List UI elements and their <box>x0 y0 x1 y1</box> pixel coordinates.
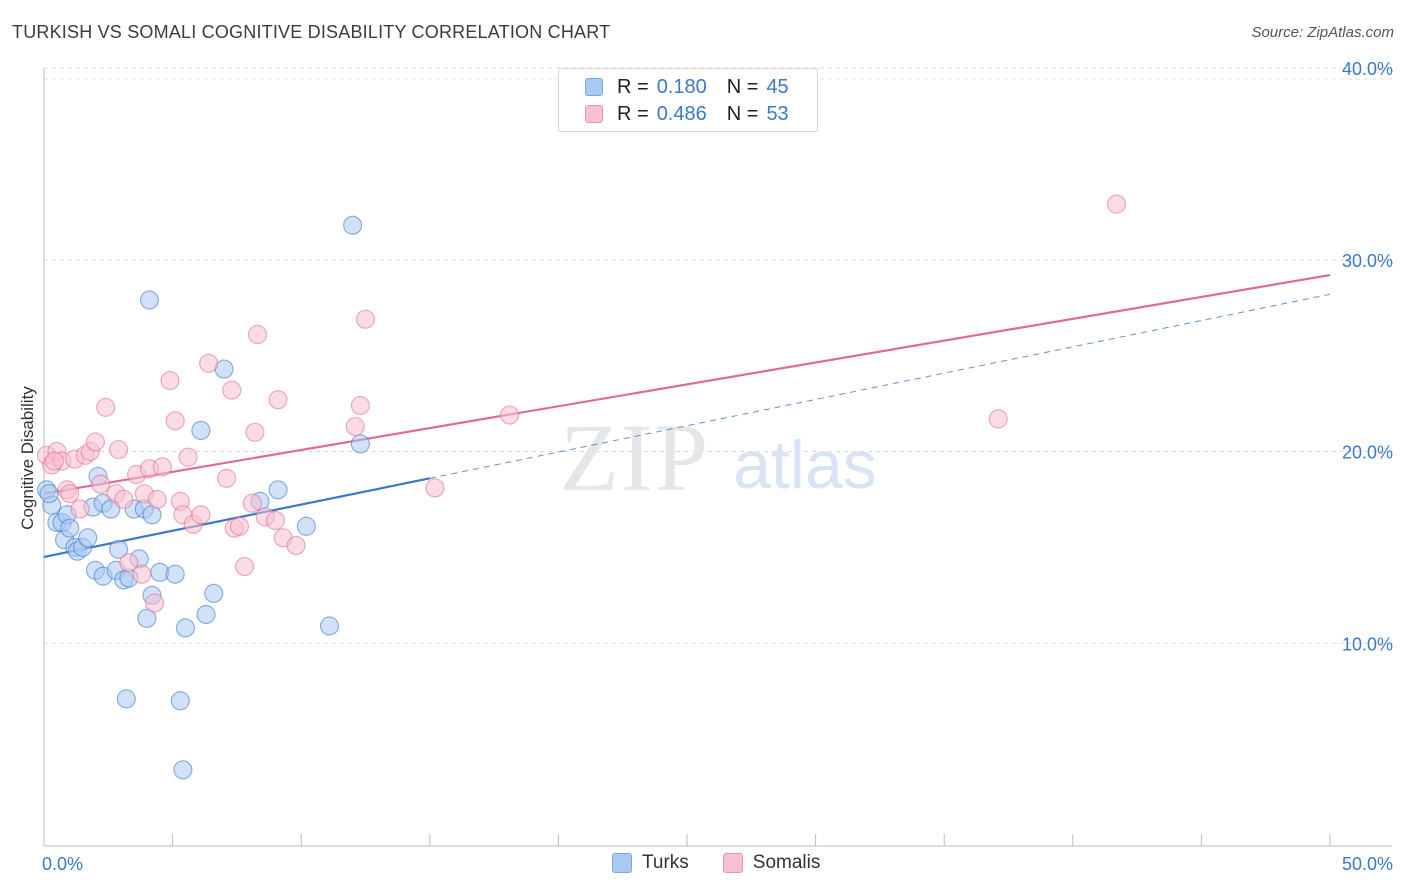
data-point-somalis <box>222 380 242 400</box>
data-point-somalis <box>114 489 134 510</box>
legend-row-somalis: R = 0.486 N = 53 <box>585 101 789 127</box>
data-point-somalis <box>90 474 111 494</box>
grid-lines <box>44 67 1392 644</box>
stats-legend: R = 0.180 N = 45 R = 0.486 N = 53 <box>558 68 818 132</box>
x-tick-label-min: 0.0% <box>42 854 83 874</box>
data-point-somalis <box>425 478 445 498</box>
data-point-somalis <box>70 499 90 519</box>
data-point-turks <box>196 604 216 625</box>
data-point-somalis <box>245 422 265 442</box>
y-tick-label: 40.0% <box>1342 59 1393 79</box>
y-axis-label: Cognitive Disability <box>18 386 37 530</box>
data-point-somalis <box>355 309 376 329</box>
data-point-somalis <box>286 535 306 556</box>
trend-extension-turks <box>429 293 1331 479</box>
y-tick-label: 30.0% <box>1342 251 1393 271</box>
data-point-turks <box>191 420 211 441</box>
data-point-turks <box>137 608 157 628</box>
data-point-somalis <box>242 493 262 513</box>
legend-r-value: 0.180 <box>656 75 707 98</box>
data-point-turks <box>268 480 288 500</box>
legend-label-turks: Turks <box>642 852 689 873</box>
data-point-turks <box>175 618 196 638</box>
data-point-turks <box>165 564 185 584</box>
data-point-turks <box>343 215 363 235</box>
watermark-atlas: atlas <box>733 427 877 503</box>
data-point-somalis <box>199 353 219 373</box>
data-point-somalis <box>147 489 167 510</box>
data-point-somalis <box>44 451 64 471</box>
x-tick-label-max: 50.0% <box>1342 854 1393 874</box>
data-point-somalis <box>144 593 165 613</box>
data-point-somalis <box>247 324 268 345</box>
data-point-somalis <box>132 564 152 584</box>
data-point-turks <box>350 434 370 454</box>
watermark: ZIP atlas <box>560 404 877 511</box>
data-point-turks <box>78 528 98 548</box>
legend-n-label: N = <box>726 75 759 98</box>
data-point-turks <box>108 539 129 559</box>
data-point-somalis <box>152 457 172 477</box>
legend-item-turks[interactable]: Turks <box>612 852 689 874</box>
chart-title: TURKISH VS SOMALI COGNITIVE DISABILITY C… <box>12 22 611 42</box>
data-point-turks <box>39 484 59 504</box>
legend-swatch-somalis <box>585 105 603 123</box>
data-point-somalis <box>499 405 520 425</box>
data-point-turks <box>173 760 193 780</box>
watermark-zip: ZIP <box>560 404 710 511</box>
legend-swatch-somalis <box>722 853 743 873</box>
data-point-somalis <box>108 439 129 460</box>
data-point-somalis <box>229 516 250 536</box>
legend-label-somalis: Somalis <box>752 852 821 873</box>
legend-row-turks: R = 0.180 N = 45 <box>585 74 789 100</box>
source-label: Source: ZipAtlas.com <box>1251 24 1394 41</box>
data-point-somalis <box>96 397 116 417</box>
legend-swatch-turks <box>612 853 632 873</box>
legend-item-somalis[interactable]: Somalis <box>722 852 821 874</box>
data-point-somalis <box>85 432 106 452</box>
data-point-turks <box>319 616 340 636</box>
data-point-somalis <box>217 468 237 488</box>
data-point-somalis <box>235 556 255 577</box>
legend-n-value: 53 <box>766 102 789 125</box>
data-point-somalis <box>60 484 80 504</box>
legend-r-value: 0.486 <box>656 102 707 125</box>
trend-line-somalis <box>43 274 1331 495</box>
data-point-somalis <box>265 510 286 531</box>
y-tick-label: 10.0% <box>1342 634 1393 654</box>
legend-n-label: N = <box>726 102 759 125</box>
data-point-turks <box>60 518 80 538</box>
legend-r-label: R = <box>617 102 649 125</box>
data-point-somalis <box>178 447 198 467</box>
data-point-somalis <box>165 411 185 431</box>
data-point-turks <box>170 691 190 711</box>
y-tick-label: 20.0% <box>1342 443 1393 463</box>
data-point-somalis <box>191 505 211 525</box>
data-point-turks <box>116 689 136 709</box>
data-point-somalis <box>345 416 365 437</box>
series-legend: Turks Somalis <box>612 852 854 874</box>
data-point-somalis <box>350 395 370 416</box>
data-point-somalis <box>119 553 139 573</box>
data-point-somalis <box>988 409 1008 429</box>
data-points <box>36 194 1127 780</box>
legend-n-value: 45 <box>766 75 789 98</box>
data-point-somalis <box>160 370 180 391</box>
data-point-turks <box>204 583 224 603</box>
data-point-turks <box>139 290 160 310</box>
axes <box>43 68 1392 847</box>
data-point-turks <box>296 516 316 536</box>
data-point-somalis <box>1106 194 1127 214</box>
data-point-somalis <box>268 390 288 410</box>
legend-swatch-turks <box>585 78 603 96</box>
legend-r-label: R = <box>617 75 649 98</box>
tick-labels: 10.0% 20.0% 30.0% 40.0% 0.0% 50.0% <box>42 59 1393 874</box>
